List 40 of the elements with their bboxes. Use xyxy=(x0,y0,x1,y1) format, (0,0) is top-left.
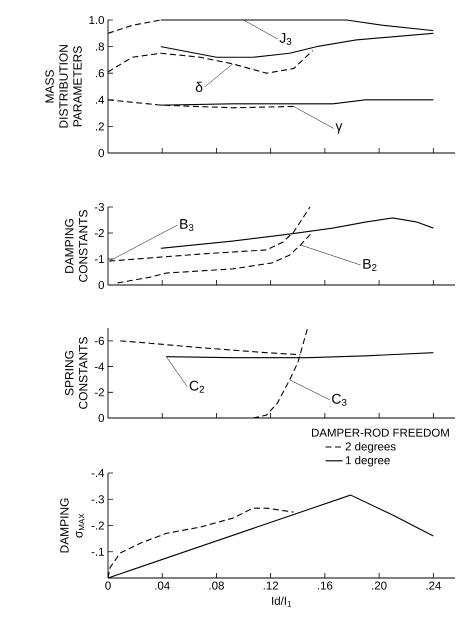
x-tick-label: 0 xyxy=(105,582,111,590)
annotation: C$_{2}$ xyxy=(190,380,204,393)
y-tick-label: .6 xyxy=(96,69,104,78)
legend-title: DAMPER-ROD FREEDOM xyxy=(312,428,449,437)
y-tick-label: .2 xyxy=(96,122,104,130)
y-tick-label: -2 xyxy=(94,229,104,238)
y-axis-title: SPRING CONSTANTS xyxy=(65,337,88,409)
legend-label: 1 degree xyxy=(346,456,390,467)
y-tick-label: -.4 xyxy=(92,469,104,477)
x-tick-label: .12 xyxy=(264,582,278,590)
y-axis-title: DAMPING CONSTANTS xyxy=(65,210,88,282)
x-tick-label: .08 xyxy=(210,582,224,590)
annotation: B$_{3}$ xyxy=(180,219,194,232)
x-tick-label: .04 xyxy=(155,582,170,590)
y-tick-label: -2 xyxy=(94,388,104,396)
y-tick-label: 0 xyxy=(98,414,104,422)
x-tick-label: .16 xyxy=(318,582,332,590)
y-tick-label: -.1 xyxy=(92,548,104,556)
y-axis-title: MASS DISTRIBUTION PARAMETERS xyxy=(45,45,82,128)
annotation: J$_{3}$ xyxy=(280,33,292,45)
x-tick-label: .20 xyxy=(372,582,387,590)
y-tick-label: -.3 xyxy=(92,495,104,504)
y-tick-label: -1 xyxy=(94,255,104,263)
y-tick-label: -4 xyxy=(94,362,104,371)
y-tick-label: -.2 xyxy=(92,522,104,530)
x-tick-label: .24 xyxy=(426,582,441,590)
y-tick-label: -6 xyxy=(94,336,104,345)
x-axis-title: Id/I$_{1}$ xyxy=(272,596,292,607)
annotation: B$_{2}$ xyxy=(363,259,376,271)
y-axis-title: DAMPING σ$_{MAX}$ xyxy=(60,498,84,552)
y-tick-label: .4 xyxy=(96,96,104,104)
annotation: γ xyxy=(335,123,342,134)
y-tick-label: -3 xyxy=(94,202,104,212)
y-tick-label: .8 xyxy=(96,42,104,51)
annotation: δ xyxy=(196,82,202,92)
y-tick-label: 0 xyxy=(98,280,104,290)
y-tick-label: 0 xyxy=(98,148,104,158)
y-tick-label: 1.0 xyxy=(89,16,104,24)
annotation: C$_{3}$ xyxy=(332,394,346,406)
legend-label: 2 degrees xyxy=(346,442,396,453)
